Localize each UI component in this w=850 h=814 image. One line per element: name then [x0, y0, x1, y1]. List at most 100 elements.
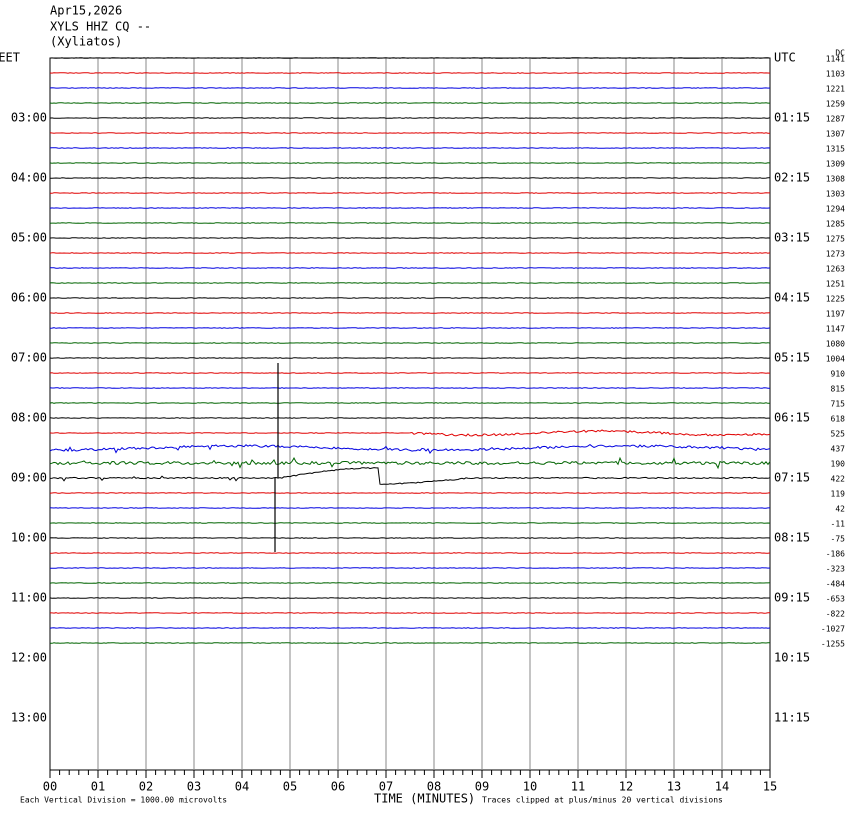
scale-note: Each Vertical Division = 1000.00 microvo… — [20, 796, 227, 805]
dc-value: 1103 — [826, 70, 845, 79]
left-time-label: 10:00 — [11, 531, 47, 545]
x-title: TIME (MINUTES) — [374, 792, 475, 806]
left-time-label: 04:00 — [11, 171, 47, 185]
trace — [49, 72, 771, 74]
trace — [50, 642, 771, 644]
trace — [49, 456, 771, 470]
dc-value: 618 — [831, 415, 846, 424]
trace — [49, 417, 770, 419]
left-time-label: 13:00 — [11, 711, 47, 725]
right-time-label: 11:15 — [774, 711, 810, 725]
trace — [49, 627, 771, 629]
x-tick-label: 03 — [187, 780, 201, 794]
x-tick-label: 07 — [379, 780, 393, 794]
left-time-label: EET — [0, 51, 20, 65]
trace — [49, 222, 771, 224]
dc-value: 525 — [831, 430, 846, 439]
dc-value: 1309 — [826, 160, 845, 169]
x-tick-label: 06 — [331, 780, 345, 794]
trace — [50, 177, 771, 179]
dc-value: -1255 — [821, 640, 845, 649]
x-tick-label: 13 — [667, 780, 681, 794]
trace — [50, 267, 771, 269]
right-time-label: 01:15 — [774, 111, 810, 125]
right-time-label: UTC — [774, 51, 796, 65]
left-time-label: 12:00 — [11, 651, 47, 665]
left-time-label: 08:00 — [11, 411, 47, 425]
trace — [49, 522, 771, 524]
x-tick-label: 09 — [475, 780, 489, 794]
dc-value: 1263 — [826, 265, 845, 274]
trace — [49, 582, 771, 584]
dc-value: 1259 — [826, 100, 845, 109]
trace — [49, 537, 771, 539]
dc-value: 1225 — [826, 295, 845, 304]
x-tick-label: 12 — [619, 780, 633, 794]
dc-value: 1147 — [826, 325, 845, 334]
dc-value: -323 — [826, 565, 845, 574]
left-time-label: 07:00 — [11, 351, 47, 365]
dc-value: 1141 — [826, 55, 845, 64]
x-tick-label: 05 — [283, 780, 297, 794]
trace — [49, 552, 771, 554]
dc-value: 1273 — [826, 250, 845, 259]
trace — [49, 357, 771, 359]
trace — [49, 387, 770, 389]
dc-value: 1307 — [826, 130, 845, 139]
dc-value: 1308 — [826, 175, 845, 184]
left-time-label: 03:00 — [11, 111, 47, 125]
right-time-label: 06:15 — [774, 411, 810, 425]
dc-value: 1287 — [826, 115, 845, 124]
trace — [49, 507, 770, 509]
right-time-label: 02:15 — [774, 171, 810, 185]
dc-value: 437 — [831, 445, 846, 454]
right-time-label: 09:15 — [774, 591, 810, 605]
trace — [49, 282, 771, 284]
trace — [49, 342, 771, 344]
dc-value: 1294 — [826, 205, 845, 214]
dc-value: 119 — [831, 490, 846, 499]
dc-value: 1251 — [826, 280, 845, 289]
trace — [49, 162, 771, 164]
dc-value: 910 — [831, 370, 846, 379]
trace — [49, 252, 771, 254]
trace — [49, 402, 770, 404]
header-date: Apr15,2026 — [50, 4, 122, 18]
dc-value: 715 — [831, 400, 846, 409]
right-time-label: 03:15 — [774, 231, 810, 245]
dc-value: 42 — [835, 505, 845, 514]
trace — [49, 492, 771, 494]
right-time-label: 04:15 — [774, 291, 810, 305]
right-time-label: 10:15 — [774, 651, 810, 665]
x-tick-label: 08 — [427, 780, 441, 794]
left-time-label: 06:00 — [11, 291, 47, 305]
trace — [49, 207, 771, 209]
x-tick-label: 02 — [139, 780, 153, 794]
trace — [49, 297, 771, 299]
right-time-label: 08:15 — [774, 531, 810, 545]
dc-value: 1080 — [826, 340, 845, 349]
trace — [49, 117, 771, 119]
dc-value: 1303 — [826, 190, 845, 199]
x-tick-label: 00 — [43, 780, 57, 794]
dc-value: 422 — [831, 475, 846, 484]
trace — [49, 237, 771, 239]
trace — [50, 612, 770, 614]
trace — [49, 192, 770, 194]
x-tick-label: 04 — [235, 780, 249, 794]
x-tick-label: 01 — [91, 780, 105, 794]
header-location: (Xyliatos) — [50, 35, 122, 49]
right-time-label: 05:15 — [774, 351, 810, 365]
trace — [49, 597, 770, 599]
dc-value: 1315 — [826, 145, 845, 154]
trace — [49, 567, 771, 569]
dc-value: 1285 — [826, 220, 845, 229]
trace — [49, 132, 770, 134]
dc-value: -1027 — [821, 625, 845, 634]
clip-note: Traces clipped at plus/minus 20 vertical… — [482, 796, 723, 805]
dc-value: 1275 — [826, 235, 845, 244]
dc-value: -484 — [826, 580, 845, 589]
dc-value: -11 — [831, 520, 846, 529]
